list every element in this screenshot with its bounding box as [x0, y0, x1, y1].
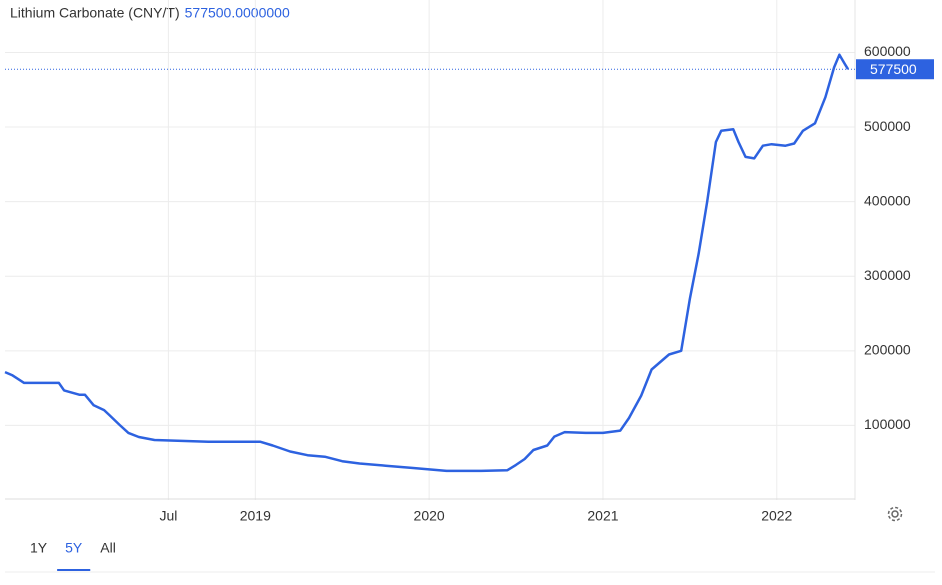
current-value: 577500.0000000	[185, 5, 290, 21]
range-button[interactable]: 5Y	[65, 540, 83, 556]
x-tick-label: 2022	[761, 508, 792, 524]
price-line	[4, 53, 850, 473]
current-price-label: 577500	[870, 61, 917, 77]
range-button[interactable]: 1Y	[30, 540, 48, 556]
x-tick-label: 2019	[240, 508, 271, 524]
x-tick-label: 2020	[414, 508, 445, 524]
settings-icon[interactable]	[887, 506, 903, 522]
y-tick-label: 300000	[864, 267, 911, 283]
y-tick-label: 500000	[864, 118, 911, 134]
current-price-badge	[856, 59, 934, 80]
range-button[interactable]: All	[100, 540, 116, 556]
y-tick-label: 100000	[864, 416, 911, 432]
y-tick-label: 600000	[864, 43, 911, 59]
x-tick-label: Jul	[159, 508, 177, 524]
y-tick-label: 200000	[864, 342, 911, 358]
y-tick-label: 400000	[864, 192, 911, 208]
chart-title: Lithium Carbonate (CNY/T)	[10, 5, 180, 21]
x-tick-label: 2021	[587, 508, 618, 524]
